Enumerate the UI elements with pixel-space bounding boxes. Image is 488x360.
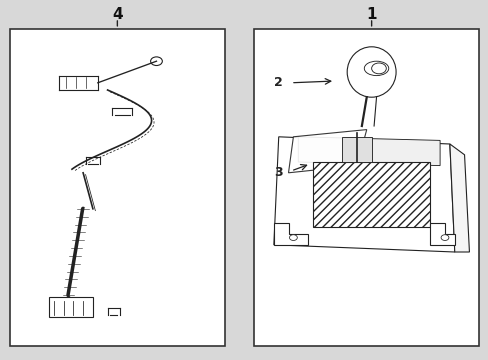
Polygon shape <box>288 130 366 173</box>
Polygon shape <box>273 223 307 245</box>
Polygon shape <box>273 137 454 252</box>
Circle shape <box>371 63 386 74</box>
Bar <box>49 297 93 317</box>
Text: 4: 4 <box>112 7 122 22</box>
Polygon shape <box>298 137 439 166</box>
Circle shape <box>289 235 297 240</box>
Text: 3: 3 <box>274 166 283 179</box>
Polygon shape <box>429 223 454 245</box>
Bar <box>312 162 429 227</box>
Bar <box>342 137 371 162</box>
Text: 2: 2 <box>274 76 283 89</box>
Circle shape <box>150 57 162 66</box>
Polygon shape <box>449 144 468 252</box>
Text: 1: 1 <box>366 7 376 22</box>
Bar <box>254 29 478 346</box>
Ellipse shape <box>346 47 395 97</box>
Circle shape <box>440 235 448 240</box>
Ellipse shape <box>364 61 388 76</box>
Bar <box>10 29 224 346</box>
